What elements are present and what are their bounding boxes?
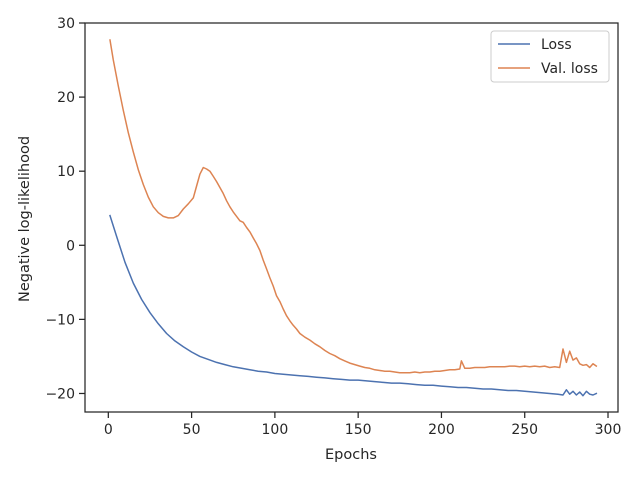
legend-label-val-loss: Val. loss xyxy=(541,61,598,77)
y-tick-label: 0 xyxy=(66,238,75,254)
y-axis-label: Negative log-likelihood xyxy=(17,136,33,302)
x-tick-label: 150 xyxy=(345,422,372,438)
y-tick-label: −20 xyxy=(45,386,75,402)
x-axis-ticks: 0 50 100 150 200 250 300 xyxy=(104,412,622,438)
x-tick-label: 300 xyxy=(595,422,622,438)
x-tick-label: 50 xyxy=(183,422,201,438)
x-tick-label: 200 xyxy=(428,422,455,438)
y-tick-label: −10 xyxy=(45,312,75,328)
series-line-val-loss xyxy=(109,39,598,374)
x-tick-label: 0 xyxy=(104,422,113,438)
legend: Loss Val. loss xyxy=(490,30,610,83)
legend-label-loss: Loss xyxy=(541,37,572,53)
y-axis-ticks: −20 −10 0 10 20 30 xyxy=(45,16,85,402)
plot-frame xyxy=(84,22,619,413)
axes-frame xyxy=(84,22,619,413)
series-layer xyxy=(109,39,598,397)
series-line-loss xyxy=(109,214,598,397)
x-axis-label: Epochs xyxy=(325,447,377,463)
y-tick-label: 20 xyxy=(57,90,75,106)
y-tick-label: 30 xyxy=(57,16,75,32)
y-tick-label: 10 xyxy=(57,164,75,180)
x-tick-label: 100 xyxy=(262,422,289,438)
x-tick-label: 250 xyxy=(511,422,538,438)
